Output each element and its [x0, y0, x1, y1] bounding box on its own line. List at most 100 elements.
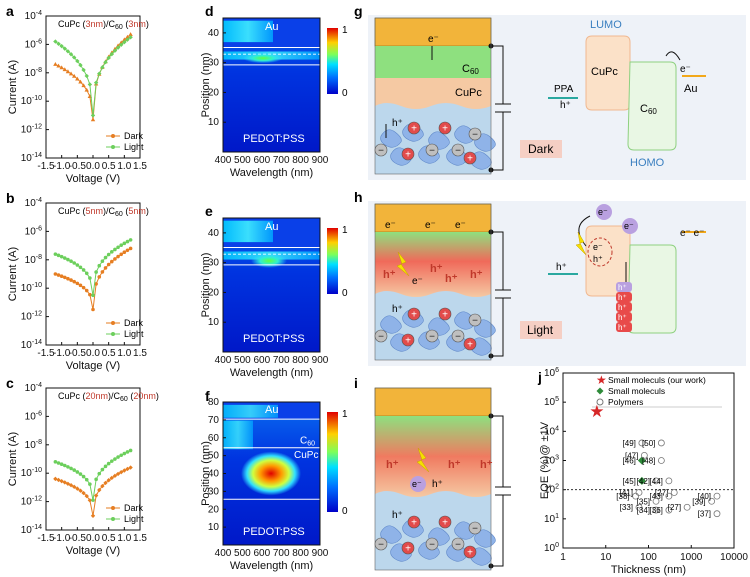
electron-label: e⁻ [598, 207, 608, 217]
dark-curve-point [53, 272, 58, 276]
legend-light-label: Light [124, 514, 144, 524]
x-tick-label: 900 [312, 155, 329, 166]
data-point-label: [34] [637, 506, 650, 515]
light-curve-point [116, 245, 120, 250]
y-tick-label: 40 [208, 28, 220, 39]
ion-sign: − [378, 332, 384, 343]
device-frame [374, 17, 492, 175]
light-curve-point [122, 39, 127, 45]
ion-sign: − [429, 146, 435, 157]
ion-sign: − [378, 146, 384, 157]
light-curve-point [93, 80, 99, 85]
x-tick-label: 0.0 [86, 161, 100, 172]
iv-title: CuPc (3nm)/C60 (3nm) [58, 19, 149, 31]
light-curve-point [68, 52, 74, 57]
data-point-circle [638, 439, 646, 447]
field-frame [222, 217, 321, 353]
pedot-label: PEDOT:PSS [243, 333, 305, 345]
x-tick-label: 400 [215, 155, 232, 166]
light-curve-point [113, 457, 117, 461]
light-curve-point [59, 254, 64, 259]
y-tick-label: 10-8 [25, 439, 42, 451]
y-tick-label: 30 [208, 258, 220, 269]
dark-curve-point [78, 283, 83, 288]
x-tick-label: 1.5 [133, 348, 147, 359]
light-curve-point [78, 472, 83, 476]
legend-label: Polymers [608, 397, 643, 407]
hole-label: h⁺ [618, 313, 627, 322]
minus-ion [451, 143, 465, 157]
dark-curve-point [84, 493, 89, 499]
x-tick-label: 800 [292, 548, 309, 559]
legend-dark-marker [111, 506, 115, 510]
legend-dark-label: Dark [124, 131, 144, 141]
dark-curve-point [106, 262, 111, 267]
y-tick-label: 10-10 [21, 282, 42, 294]
light-curve-point [97, 471, 102, 476]
y-axis-label: Current (A) [7, 247, 19, 301]
electron-bubble [596, 204, 612, 220]
chart-panel-j: j 1 10 100 1000 10000 100 101 102 103 104 105 106 Thi… [537, 367, 748, 576]
hole-label: h⁺ [392, 118, 403, 129]
x-tick-label: 800 [292, 155, 309, 166]
x-tick-label: -1.5 [37, 161, 55, 172]
hole-stack [616, 312, 632, 322]
dark-curve-point [110, 259, 114, 264]
light-curve-point [103, 255, 108, 260]
light-curve-point [62, 46, 67, 51]
device-frame [374, 387, 492, 571]
data-point-circle [708, 497, 716, 505]
panel-label-b: b [6, 190, 15, 206]
data-point-label: [41] [620, 488, 633, 497]
colorbar-min: 0 [342, 506, 348, 517]
x-tick-label: 500 [234, 548, 251, 559]
dark-curve-point [75, 281, 80, 286]
dark-curve-point [53, 61, 58, 66]
y-tick-label: 100 [544, 542, 559, 554]
pedot-label: PEDOT:PSS [243, 133, 305, 145]
plus-ion [401, 147, 415, 161]
data-point-label: [45] [623, 477, 636, 486]
x-tick-label: 800 [292, 355, 309, 366]
ion-sign: − [472, 130, 478, 141]
data-point-label: [38] [616, 492, 629, 501]
dark-curve-point [119, 469, 124, 475]
light-curve-point [128, 238, 133, 242]
data-point-circle [670, 489, 678, 496]
x-tick-label: 0.0 [86, 533, 100, 544]
light-curve-point [119, 243, 123, 248]
y-tick-label: 102 [544, 484, 559, 496]
hole-label: h⁺ [556, 262, 567, 273]
electron-label: e⁻ [593, 242, 603, 252]
schematic-panel-h: he⁻ e⁻ e⁻h⁺ h⁺h⁺ h⁺e⁻h⁺ + +−− + − −+Lighte⁻h⁺e⁻e⁻… [354, 189, 746, 366]
colorbar [327, 228, 338, 294]
legend-light-marker [111, 145, 115, 149]
dark-curve-point [94, 282, 98, 286]
y-axis-label: Position (nm) [200, 253, 212, 318]
y-axis-label: Current (A) [7, 432, 19, 486]
dark-curve-point [97, 487, 102, 493]
dark-curve-point [78, 79, 83, 84]
dark-curve-point [125, 248, 130, 253]
dark-curve-point [119, 252, 123, 257]
panel-label-i: i [354, 375, 358, 391]
panel-label-f: f [205, 388, 210, 404]
data-point-label: [27] [668, 503, 681, 512]
y-tick-label: 104 [544, 425, 559, 437]
dark-curve-point [122, 37, 127, 42]
data-point-circle [665, 506, 673, 514]
dark-curve-point [109, 475, 114, 481]
light-curve-point [84, 477, 89, 482]
dark-curve-point [65, 481, 71, 486]
legend-label: Small moleculs (our work) [608, 375, 706, 385]
gold-electrode [374, 17, 492, 47]
dark-curve-point [78, 488, 83, 493]
field-top-band [223, 220, 273, 243]
data-point-label: [33] [620, 503, 633, 512]
x-axis-label: Voltage (V) [66, 173, 120, 185]
battery-wire [491, 415, 511, 567]
electron-label: e⁻ [428, 34, 439, 45]
dark-curve-point [128, 32, 133, 37]
data-point-circle [713, 510, 721, 518]
